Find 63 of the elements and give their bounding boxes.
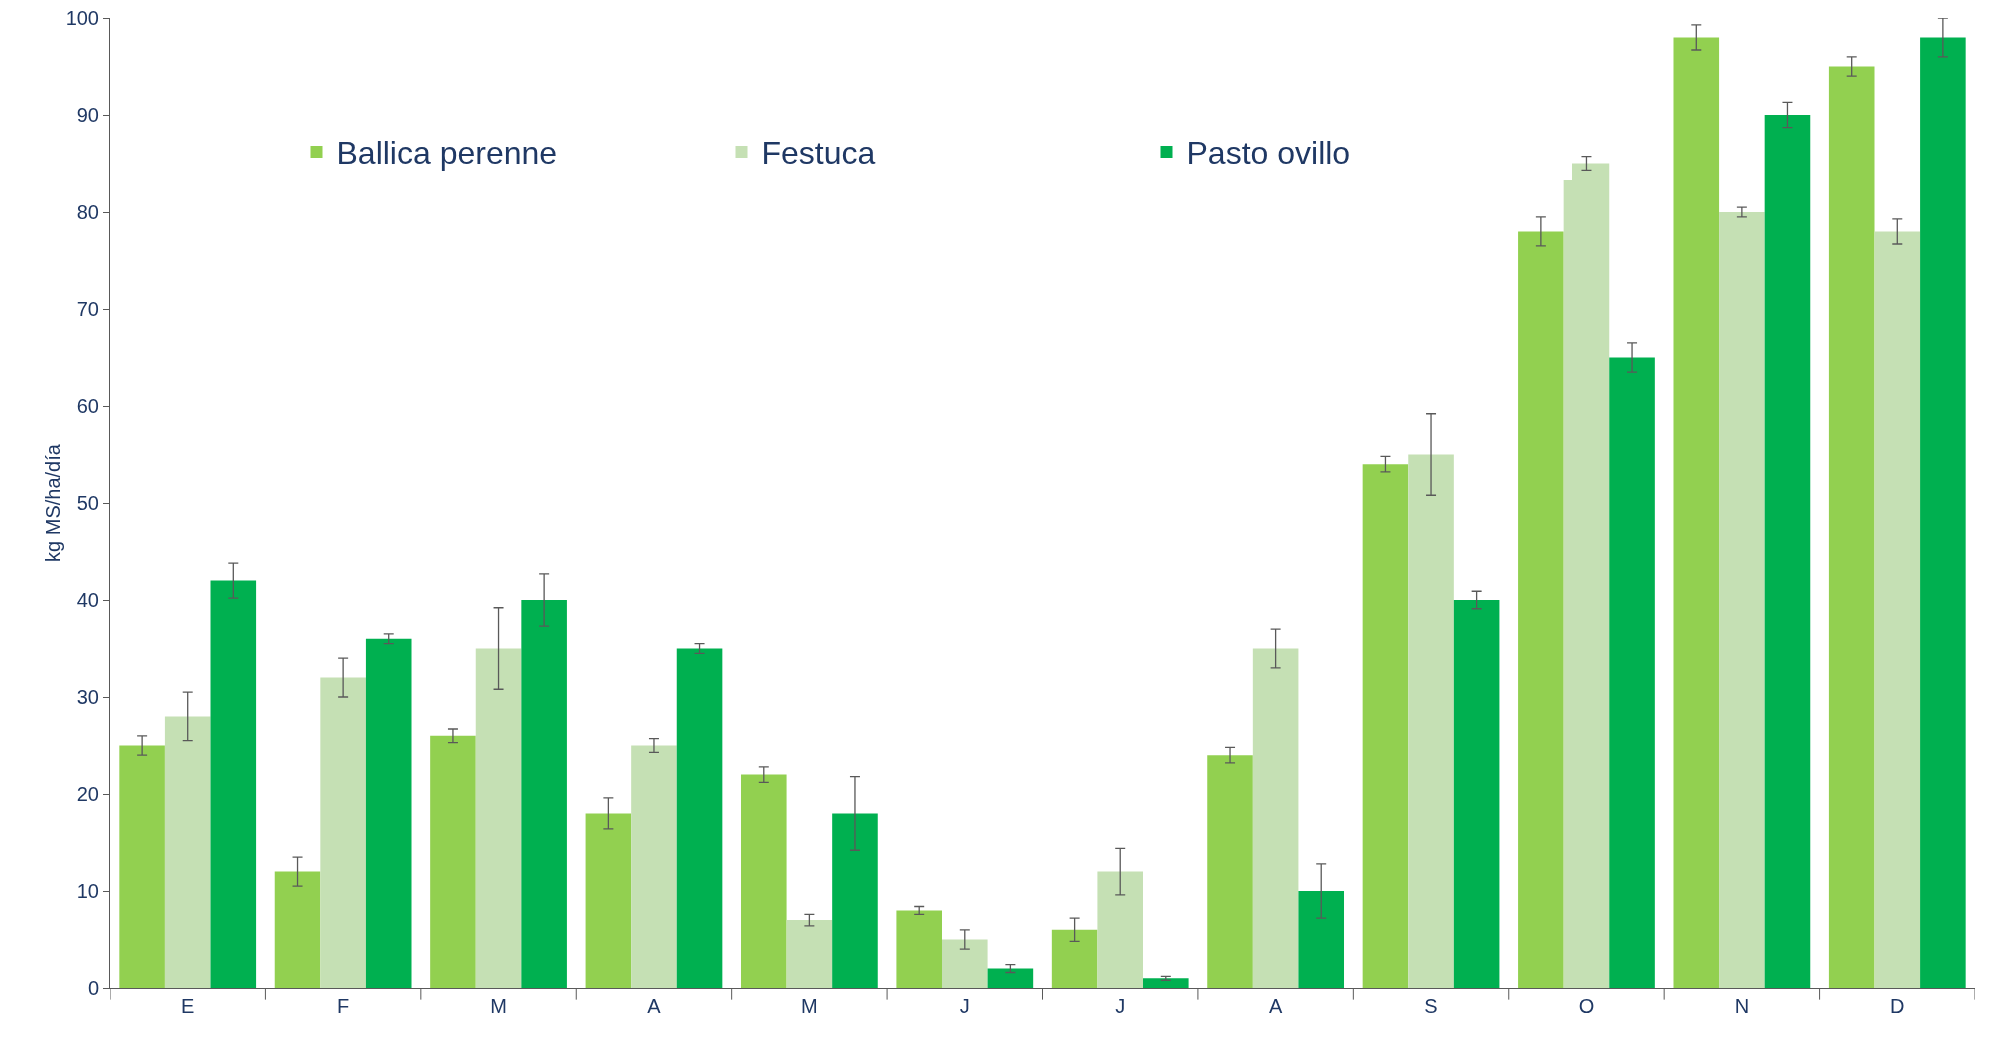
x-tick-label: A [1268,995,1283,1017]
legend-label: Pasto ovillo [1186,135,1351,172]
x-tick-label: A [647,995,662,1017]
bar [1097,871,1143,988]
legend-label: Festuca [761,135,876,172]
bar [896,910,942,988]
bar [1719,212,1765,988]
bar [987,968,1034,988]
y-axis-title: kg MS/ha/día [42,443,64,562]
legend-label: Ballica perenne [336,135,558,172]
x-tick-label: E [181,995,195,1017]
y-tick-label: 40 [76,589,99,611]
y-tick-label: 70 [76,298,99,320]
bar [1298,891,1345,988]
bar [430,735,476,988]
bar [1828,66,1875,988]
bar [1518,231,1564,988]
y-tick-label: 50 [76,492,99,514]
y-tick-label: 100 [65,7,99,29]
y-tick-label: 30 [76,686,99,708]
bar [1874,231,1921,988]
y-tick-label: 80 [76,201,99,223]
bar [1563,163,1610,988]
bar [740,774,787,988]
x-tick-label: D [1890,995,1905,1017]
x-tick-label: M [801,995,818,1017]
x-tick-label: M [490,995,507,1017]
bar [1453,600,1500,988]
x-tick-label: S [1424,995,1438,1017]
bar [1673,37,1720,988]
bar [365,638,412,988]
bar [1609,357,1655,988]
y-tick-label: 10 [76,880,99,902]
bar [164,716,211,988]
y-tick-label: 60 [76,395,99,417]
bar [832,813,878,988]
bar [786,920,833,988]
bar [210,580,257,988]
bar [475,648,522,988]
bar [320,677,366,988]
bar [521,600,567,988]
bar [1252,648,1299,988]
bar [585,813,632,988]
x-tick-label: O [1578,995,1595,1017]
bar [631,745,677,988]
bar [1920,37,1966,988]
x-tick-label: J [959,995,970,1017]
bar [1051,929,1098,988]
bar [1362,464,1409,988]
bar [1207,755,1253,988]
y-tick-label: 0 [87,977,99,999]
bar [942,939,988,988]
bar [119,745,165,988]
y-tick-label: 20 [76,783,99,805]
x-tick-label: J [1115,995,1126,1017]
x-tick-label: N [1734,995,1750,1017]
bar [1143,978,1189,988]
bar [274,871,321,988]
y-tick-label: 90 [76,104,99,126]
bar [676,648,723,988]
bar [1764,115,1811,988]
bar [1408,454,1454,988]
x-tick-label: F [337,995,350,1017]
